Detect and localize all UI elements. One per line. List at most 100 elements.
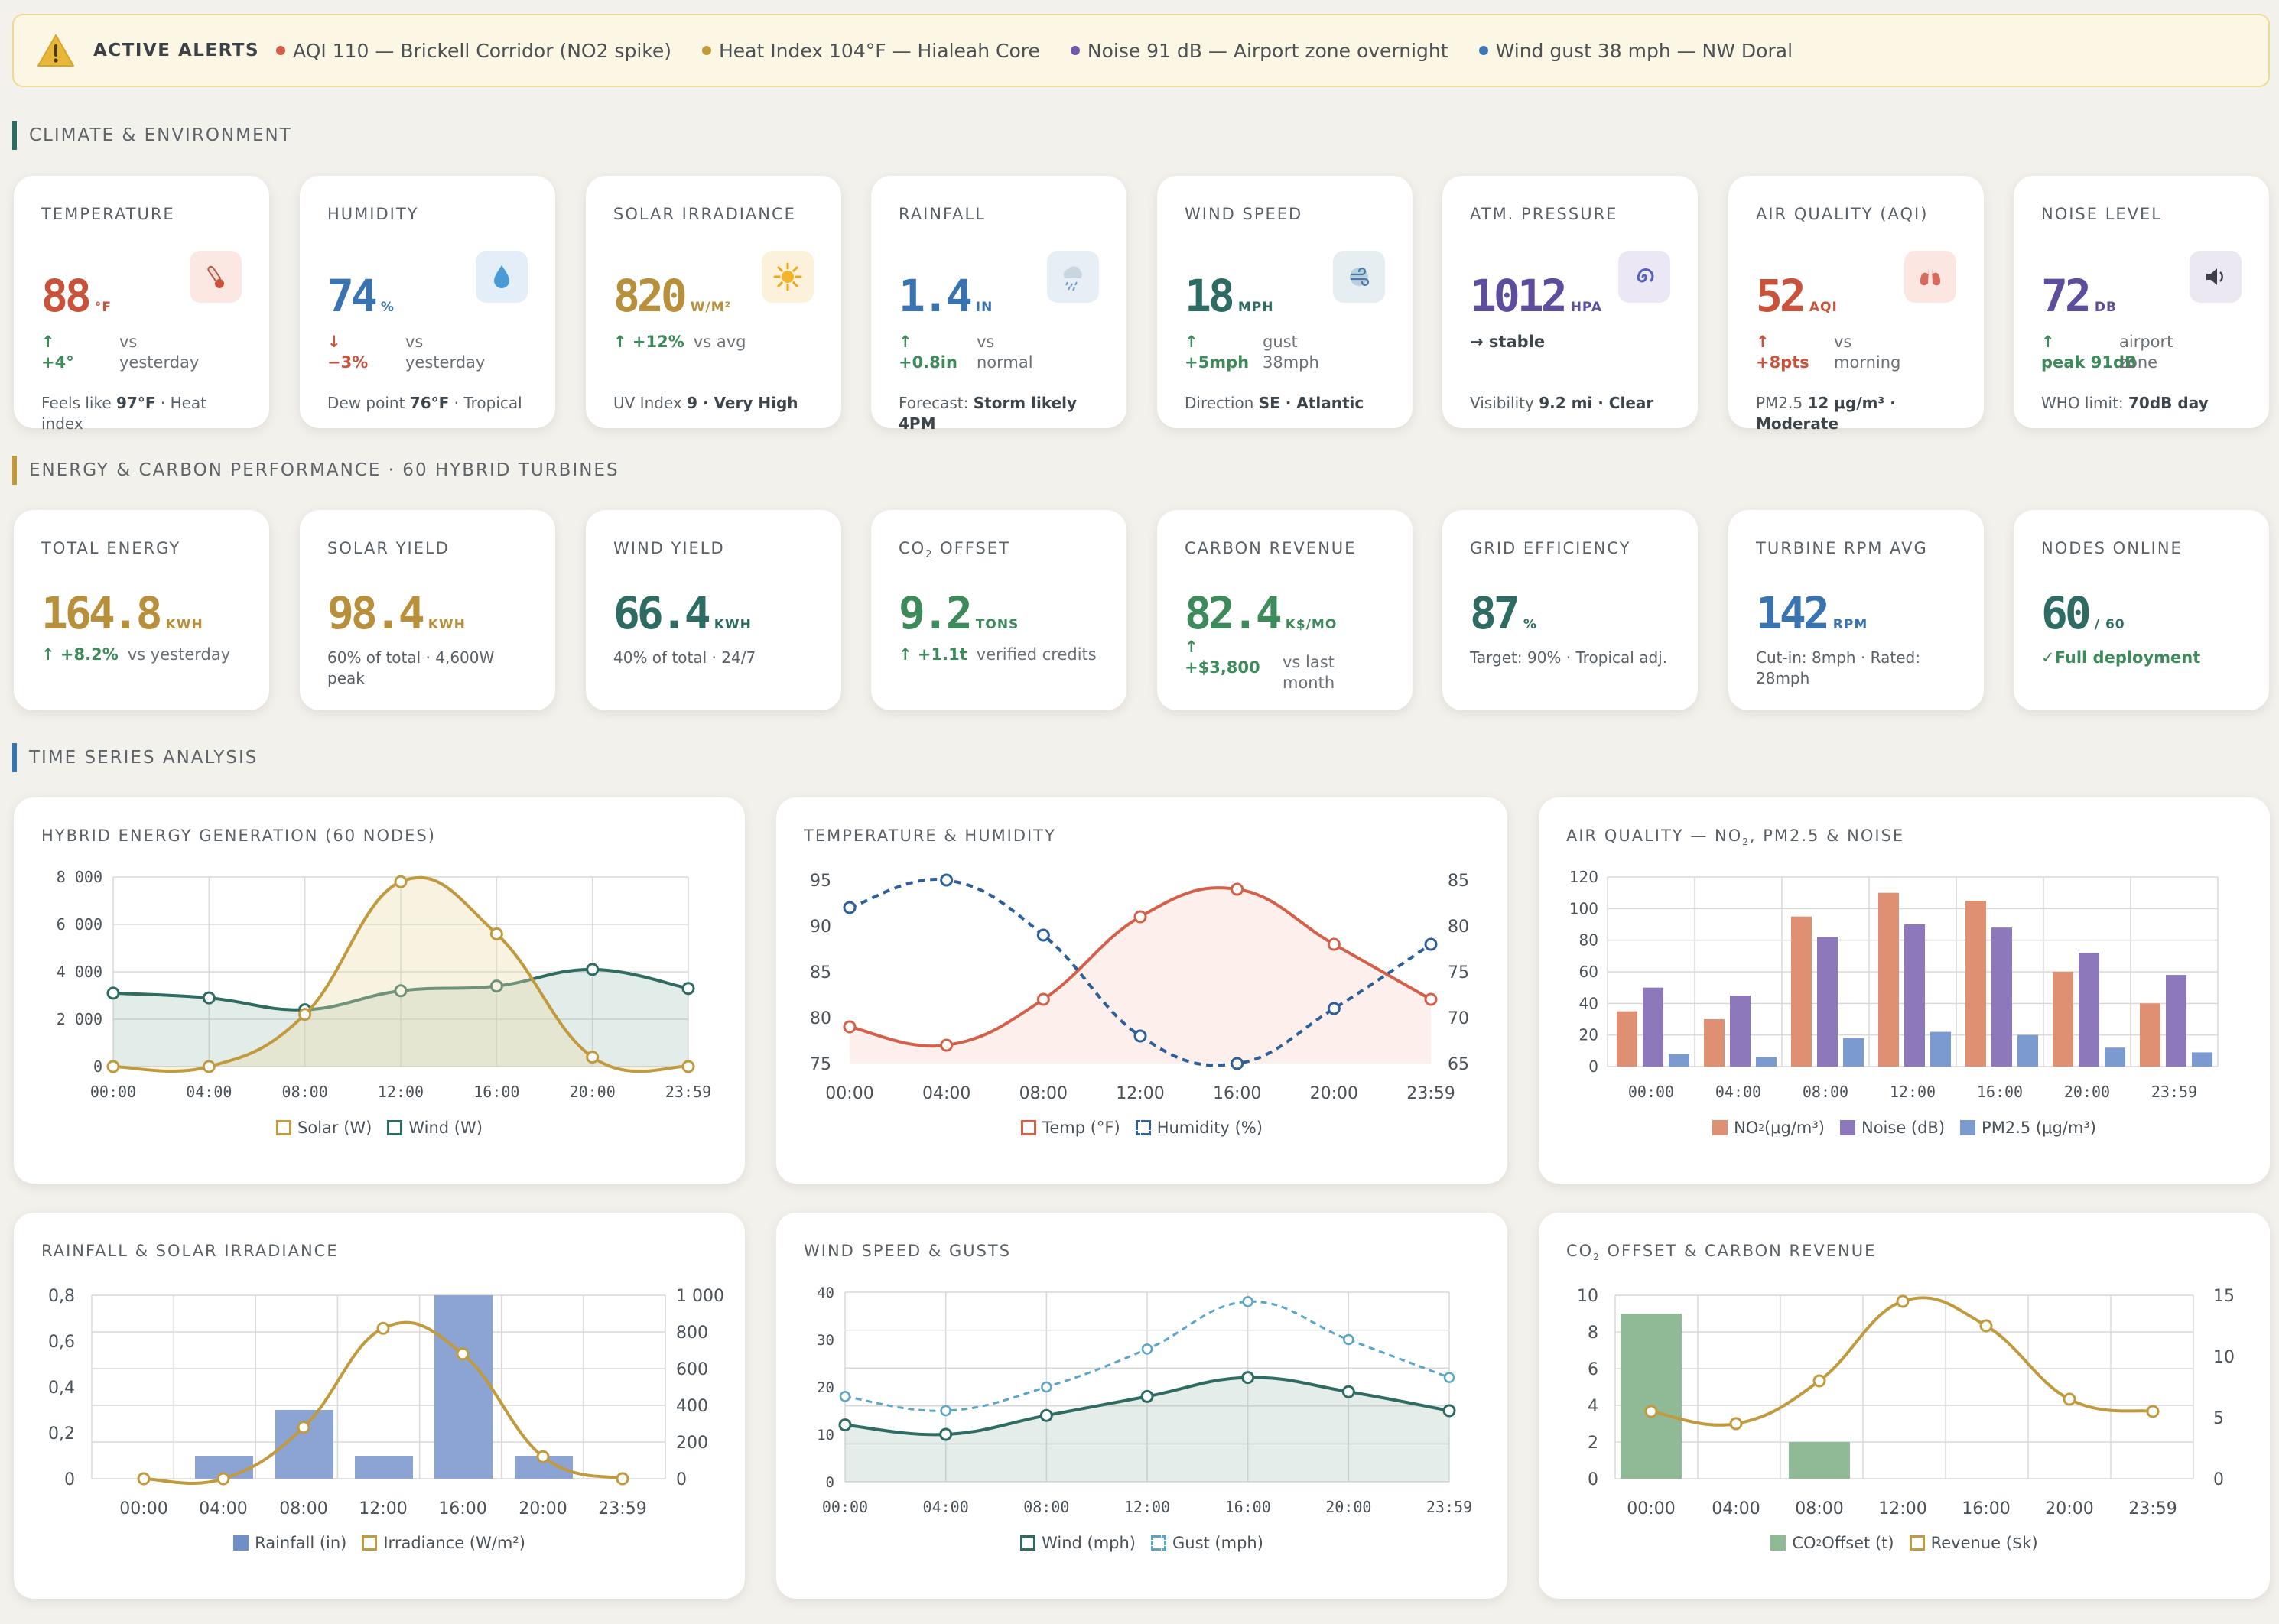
legend-item[interactable]: NO 2 (μg/m³) [1712, 1119, 1825, 1137]
kpi-delta: ↑ +8.2% [41, 645, 119, 665]
legend-item[interactable]: Wind (mph) [1020, 1534, 1136, 1552]
kpi-card-grid-efficiency[interactable]: GRID EFFICIENCY 87% Target: 90% · Tropical… [1442, 510, 1698, 710]
bar [1704, 1019, 1725, 1067]
kpi-card-carbon-revenue[interactable]: CARBON REVENUE 82.4 K$/MO ↑ +$3,800 vs last m… [1157, 510, 1413, 710]
legend-item[interactable]: Wind (W) [387, 1119, 483, 1137]
alert-item[interactable]: Heat Index 104°F — Hialeah Core [702, 40, 1040, 62]
kpi-label: TEMPERATURE [41, 205, 175, 223]
delta-arrow-icon: ↓ [327, 333, 341, 351]
legend-item[interactable]: Rainfall (in) [233, 1534, 346, 1552]
legend-item[interactable]: Humidity (%) [1135, 1119, 1263, 1137]
kpi-card-humidity[interactable]: HUMIDITY 74% ↓ −3% vs yesterday Dew point 76°… [300, 176, 555, 428]
kpi-footnote: Visibility 9.2 mi · Clear [1470, 393, 1678, 414]
y-tick-label: 6 000 [57, 915, 102, 934]
x-tick-label: 16:00 [1977, 1083, 2023, 1101]
delta-arrow-icon: ↑ [1185, 638, 1198, 656]
kpi-delta: ↑ +$3,800 [1185, 637, 1267, 693]
data-point [1327, 937, 1341, 951]
legend-item[interactable]: PM2.5 (μg/m³) [1960, 1119, 2096, 1137]
alert-title: ACTIVE ALERTS [93, 41, 260, 60]
kpi-value: 52 [1756, 270, 1806, 322]
kpi-delta-row: ↑ +8.2% vs yesterday [41, 645, 230, 665]
kpi-footnote: PM2.5 12 μg/m³ · Moderate [1756, 393, 1964, 434]
kpi-card-co2-offset[interactable]: CO2 OFFSET 9.2 TONS ↑ +1.1t verified credits [871, 510, 1126, 710]
kpi-card-atm-pressure[interactable]: ATM. PRESSURE 1012 HPA → stable Visibility 9… [1442, 176, 1698, 428]
legend-item[interactable]: Revenue ($k) [1909, 1534, 2038, 1552]
warning-icon [37, 34, 74, 67]
data-point [202, 991, 216, 1005]
chart-panel-wind[interactable]: WIND SPEED & GUSTS 0 10 20 30 40 00:00 04:00 08:… [776, 1213, 1507, 1599]
y-tick-label: 10 [1577, 1287, 1598, 1306]
kpi-footnote: Target: 90% · Tropical adj. [1470, 648, 1668, 667]
section-timeseries: TIME SERIES ANALYSIS [12, 743, 258, 772]
data-point [1424, 992, 1438, 1006]
rain-cloud-icon [1047, 251, 1099, 303]
delta-arrow-icon: ↑ [613, 333, 632, 351]
data-point [489, 979, 503, 993]
kpi-card-wind-speed[interactable]: WIND SPEED 18 MPH ↑ +5mph gust 38mph Direction… [1157, 176, 1413, 428]
x-tick-label: 23:59 [1406, 1084, 1455, 1103]
chart-panel-energy[interactable]: HYBRID ENERGY GENERATION (60 NODES) 0 2 00… [14, 797, 745, 1184]
kpi-footnote-value: 9 · Very High [687, 394, 798, 412]
kpi-card-total-energy[interactable]: TOTAL ENERGY 164.8 KWH ↑ +8.2% vs yesterday [14, 510, 269, 710]
bar [1843, 1038, 1864, 1067]
legend-item[interactable]: Irradiance (W/m²) [362, 1534, 525, 1552]
kpi-value: 820 [613, 270, 688, 322]
bar [2079, 953, 2099, 1067]
kpi-footnote: Cut-in: 8mph · Rated: 28mph [1756, 648, 1920, 687]
legend-item[interactable]: CO 2 Offset (t) [1770, 1534, 1894, 1552]
kpi-card-temperature[interactable]: TEMPERATURE 88 °F ↑ +4° vs yesterday Feels lik… [14, 176, 269, 433]
kpi-value-row: 164.8 KWH [41, 591, 203, 635]
kpi-value: 98.4 [327, 587, 425, 639]
y-tick-label: 0,4 [48, 1379, 75, 1398]
legend-item[interactable]: Solar (W) [276, 1119, 372, 1137]
kpi-value-row: 820 W/M² [613, 274, 731, 318]
kpi-delta-row: ↓ −3% vs yesterday [327, 332, 485, 373]
chart-panel-co2[interactable]: CO2 OFFSET & CARBON REVENUE 0 2 4 6 8 10 0 5 10 15… [1539, 1213, 2270, 1599]
kpi-card-wind-yield[interactable]: WIND YIELD 66.4 KWH 40% of total · 24/7 [586, 510, 841, 710]
kpi-compare: vs yesterday [127, 645, 231, 664]
kpi-card-noise-level[interactable]: NOISE LEVEL 72 DB ↑ peak 91dB airport zone WHO… [2014, 176, 2269, 428]
kpi-value-row: 88 °F [41, 274, 112, 318]
chart-legend: Wind (mph) Gust (mph) [776, 1534, 1507, 1552]
data-point [616, 1472, 629, 1486]
y2-tick-label: 0 [2213, 1470, 2224, 1489]
kpi-card-rainfall[interactable]: RAINFALL 1.4 IN ↑ +0.8in vs normal Forecast: S… [871, 176, 1126, 433]
kpi-card-turbine-rpm-avg[interactable]: TURBINE RPM AVG 142 RPM Cut-in: 8mph · Rate… [1728, 510, 1984, 710]
kpi-delta-row: ↑ +4° vs yesterday [41, 332, 199, 373]
y-tick-label: 0,6 [48, 1333, 75, 1352]
kpi-card-solar-yield[interactable]: SOLAR YIELD 98.4 KWH 60% of total · 4,600W … [300, 510, 555, 710]
kpi-card-nodes-online[interactable]: NODES ONLINE 60/ 60 ✓Full deployment [2014, 510, 2269, 710]
y-tick-label: 0 [1588, 1057, 1598, 1076]
kpi-footnote: ✓Full deployment [2041, 648, 2201, 667]
legend-swatch [1020, 1535, 1036, 1551]
kpi-label: SOLAR YIELD [327, 539, 450, 557]
alert-item[interactable]: AQI 110 — Brickell Corridor (NO2 spike) [276, 40, 671, 62]
x-tick-label: 00:00 [90, 1083, 136, 1101]
data-point [106, 1060, 120, 1073]
data-point [1424, 937, 1438, 951]
area-fill-wind [845, 1377, 1449, 1482]
legend-swatch [233, 1535, 249, 1551]
chart-panel-temp[interactable]: TEMPERATURE & HUMIDITY 75 80 85 90 95 65 70 75 80… [776, 797, 1507, 1184]
legend-item[interactable]: Gust (mph) [1151, 1534, 1263, 1552]
data-point [1231, 1057, 1244, 1070]
legend-item[interactable]: Noise (dB) [1839, 1119, 1945, 1137]
chart-title-text: , PM2.5 & NOISE [1749, 827, 1905, 845]
kpi-compare: vs morning [1834, 333, 1901, 372]
alert-item[interactable]: Noise 91 dB — Airport zone overnight [1070, 40, 1448, 62]
kpi-card-air-quality-aqi[interactable]: AIR QUALITY (AQI) 52 AQI ↑ +8pts vs morning PM… [1728, 176, 1984, 433]
alert-item[interactable]: Wind gust 38 mph — NW Doral [1478, 40, 1793, 62]
legend-item[interactable]: Temp (°F) [1021, 1119, 1120, 1137]
kpi-unit: KWH [714, 617, 752, 632]
chart-title: AIR QUALITY — NO2, PM2.5 & NOISE [1566, 827, 1904, 847]
wind-icon [1333, 251, 1385, 303]
chart-panel-rain[interactable]: RAINFALL & SOLAR IRRADIANCE 0 0,2 0,4 0,6 0,8… [14, 1213, 745, 1599]
kpi-value: 72 [2041, 270, 2092, 322]
kpi-card-solar-irradiance[interactable]: SOLAR IRRADIANCE 820 W/M² ↑ +12% vs avg UV In… [586, 176, 841, 428]
kpi-value: 66.4 [613, 587, 711, 639]
kpi-delta-row: ↑ +0.8in vs normal [899, 332, 1033, 373]
kpi-value: 18 [1185, 270, 1235, 322]
chart-panel-aq[interactable]: AIR QUALITY — NO2, PM2.5 & NOISE 0 20 40 60 8… [1539, 797, 2270, 1184]
kpi-value-row: 66.4 KWH [613, 591, 752, 635]
